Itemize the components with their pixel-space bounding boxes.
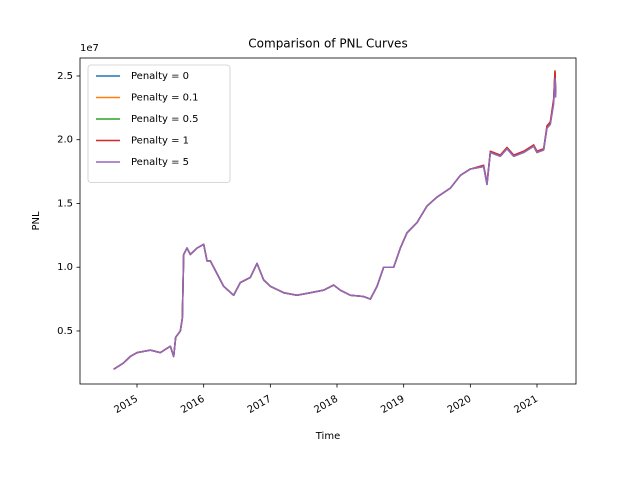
y-offset-label: 1e7	[80, 43, 99, 54]
y-axis-label: PNL	[31, 211, 42, 231]
series-line	[113, 77, 557, 370]
y-tick-label: 2.0	[57, 135, 73, 146]
y-tick-label: 0.5	[57, 326, 73, 337]
legend-label: Penalty = 5	[131, 157, 189, 168]
legend-label: Penalty = 0	[131, 71, 189, 82]
legend-label: Penalty = 0.5	[131, 114, 199, 125]
chart-title: Comparison of PNL Curves	[248, 37, 407, 51]
legend-box	[87, 64, 231, 183]
y-tick-label: 1.5	[57, 198, 73, 209]
legend: Penalty = 0 Penalty = 0.1 Penalty = 0.5 Pen…	[87, 64, 231, 183]
y-tick-label: 1.0	[57, 262, 73, 273]
x-axis-label: Time	[315, 431, 340, 442]
plot-area	[113, 70, 557, 370]
legend-label: Penalty = 1	[131, 136, 189, 147]
axes-frame	[79, 57, 577, 385]
legend-label: Penalty = 0.1	[131, 93, 199, 104]
y-tick-label: 2.5	[57, 71, 73, 82]
